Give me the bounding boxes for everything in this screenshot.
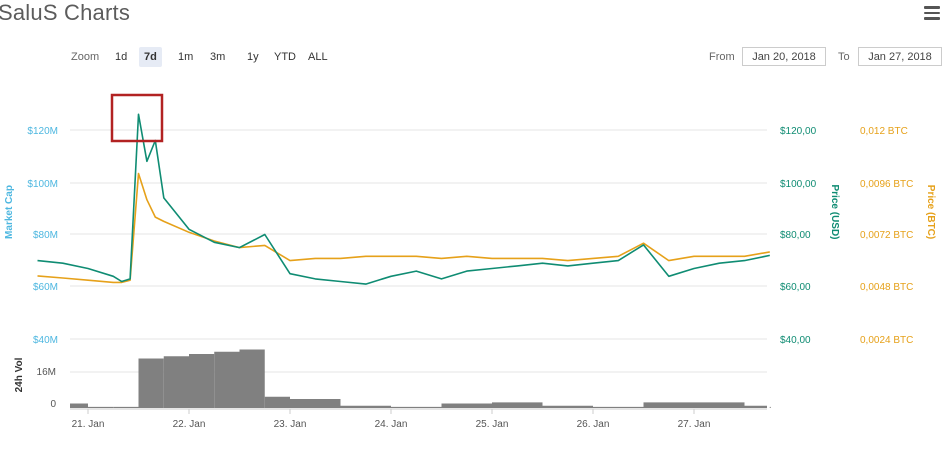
x-tick-label: 24. Jan: [375, 419, 408, 430]
volume-bar: [239, 349, 265, 408]
volume-bar: [340, 405, 391, 408]
zoom-ytd-button[interactable]: YTD: [274, 51, 296, 63]
volume-bar: [391, 406, 442, 408]
price-usd-tick-label: $40,00: [780, 335, 811, 346]
x-tick-label: 21. Jan: [72, 419, 105, 430]
volume-bars: [70, 349, 771, 408]
zoom-all-button[interactable]: ALL: [308, 51, 328, 63]
price-lines: [37, 113, 770, 285]
market-cap-tick-label: $40M: [33, 335, 58, 346]
price-btc-tick-label: 0,0072 BTC: [860, 230, 913, 241]
volume-bar: [441, 403, 492, 408]
x-tick-label: 27. Jan: [678, 419, 711, 430]
grid: [70, 129, 767, 414]
x-tick-label: 26. Jan: [577, 419, 610, 430]
market-cap-axis-title: Market Cap: [4, 185, 15, 239]
price-btc-line: [37, 172, 770, 284]
volume-bar: [593, 406, 644, 408]
axis-labels: $120M $120,00 0,012 BTC $100M $100,00 0,0096 …: [4, 126, 936, 430]
x-tick-label: 22. Jan: [173, 419, 206, 430]
volume-bar: [189, 354, 215, 408]
volume-bar: [214, 351, 240, 408]
zoom-7d-button[interactable]: 7d: [139, 47, 162, 67]
from-date-input[interactable]: Jan 20, 2018: [742, 47, 826, 66]
to-label: To: [838, 51, 850, 63]
zoom-label: Zoom: [71, 51, 100, 63]
volume-tick-label: 0: [50, 399, 56, 410]
volume-bar: [694, 402, 745, 408]
volume-bar: [264, 396, 290, 408]
volume-tick-label: 16M: [37, 367, 56, 378]
price-btc-tick-label: 0,012 BTC: [860, 126, 908, 137]
price-usd-line: [37, 113, 770, 285]
price-usd-tick-label: $120,00: [780, 126, 817, 137]
market-cap-tick-label: $100M: [27, 179, 58, 190]
price-btc-tick-label: 0,0024 BTC: [860, 335, 913, 346]
zoom-1m-button[interactable]: 1m: [178, 51, 194, 63]
x-tick-label: 25. Jan: [476, 419, 509, 430]
volume-bar: [769, 406, 771, 408]
volume-bar: [744, 405, 767, 408]
volume-bar: [70, 403, 88, 408]
price-usd-axis-title: Price (USD): [829, 184, 840, 239]
volume-bar: [290, 399, 341, 408]
market-cap-tick-label: $60M: [33, 282, 58, 293]
volume-axis-title: 24h Vol: [14, 357, 25, 392]
price-usd-tick-label: $100,00: [780, 179, 817, 190]
volume-bar: [138, 358, 164, 408]
volume-bar: [643, 402, 694, 408]
volume-bar: [163, 356, 189, 408]
hamburger-menu-icon[interactable]: [924, 6, 940, 20]
price-usd-tick-label: $60,00: [780, 282, 811, 293]
market-cap-tick-label: $120M: [27, 126, 58, 137]
chart-title: SaluS Charts: [0, 0, 131, 25]
zoom-1d-button[interactable]: 1d: [115, 51, 128, 63]
price-btc-axis-title: Price (BTC): [925, 185, 936, 239]
volume-bar: [88, 406, 114, 408]
volume-bar: [492, 402, 543, 408]
from-label: From: [709, 51, 735, 63]
zoom-3m-button[interactable]: 3m: [210, 51, 226, 63]
zoom-1y-button[interactable]: 1y: [247, 51, 259, 63]
price-usd-tick-label: $80,00: [780, 230, 811, 241]
volume-bar: [113, 406, 139, 408]
price-btc-tick-label: 0,0048 BTC: [860, 282, 913, 293]
price-btc-tick-label: 0,0096 BTC: [860, 179, 913, 190]
volume-bar: [542, 405, 593, 408]
x-tick-label: 23. Jan: [274, 419, 307, 430]
market-cap-tick-label: $80M: [33, 230, 58, 241]
to-date-input[interactable]: Jan 27, 2018: [858, 47, 942, 66]
highlight-box: [110, 93, 164, 143]
